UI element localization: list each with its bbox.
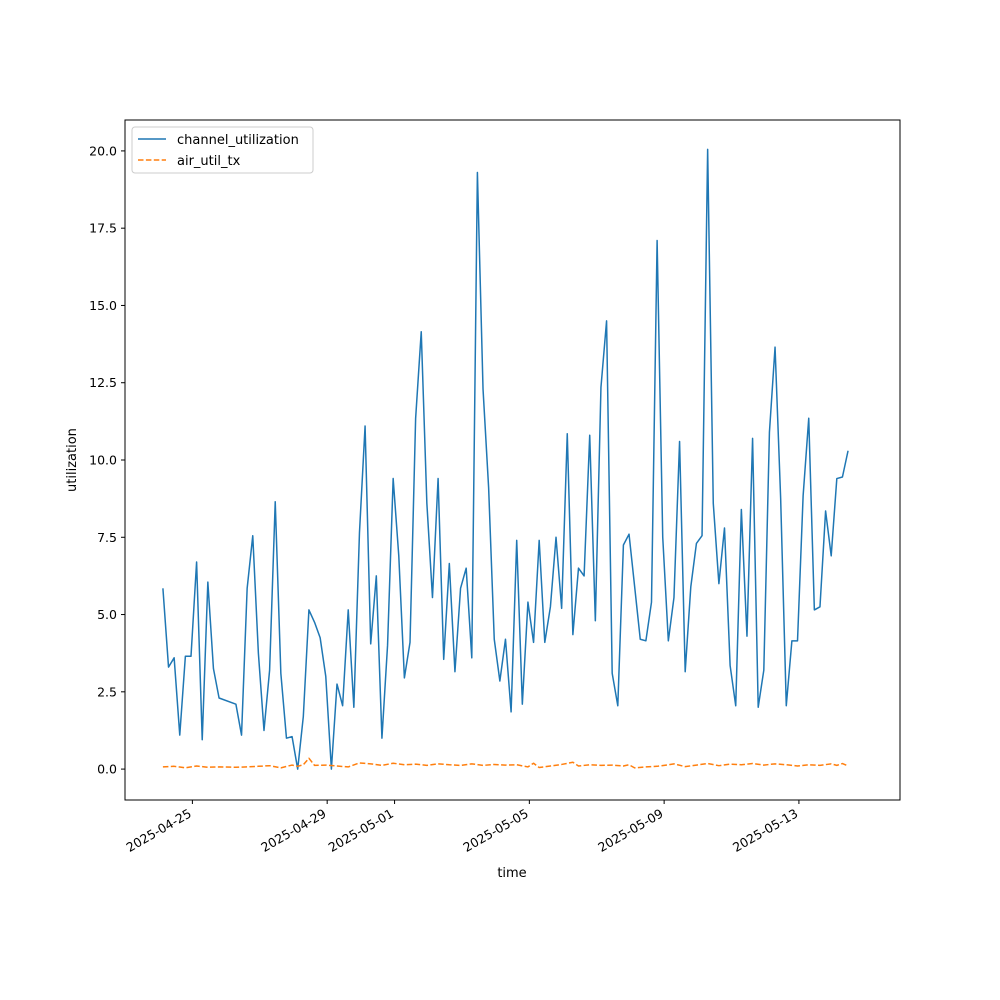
y-axis-label: utilization bbox=[65, 428, 80, 492]
y-tick-label: 0.0 bbox=[97, 762, 117, 777]
y-tick-label: 15.0 bbox=[89, 298, 117, 313]
x-axis-label: time bbox=[497, 866, 526, 881]
y-tick-label: 12.5 bbox=[89, 375, 117, 390]
series-line-air-util-tx bbox=[162, 757, 849, 769]
y-tick-label: 7.5 bbox=[97, 530, 117, 545]
plot-area bbox=[125, 120, 900, 800]
series-lines bbox=[162, 148, 849, 770]
y-tick-label: 5.0 bbox=[97, 607, 117, 622]
y-axis-ticks: 0.0 2.5 5.0 7.5 10.0 12.5 15.0 17.5 20.0 bbox=[89, 143, 125, 777]
series-line-channel-utilization bbox=[162, 148, 849, 770]
y-tick-label: 10.0 bbox=[89, 453, 117, 468]
legend-box bbox=[131, 126, 314, 174]
legend-label-channel-utilization: channel_utilization bbox=[177, 133, 299, 148]
y-tick-label: 2.5 bbox=[97, 684, 117, 699]
legend-label-air-util-tx: air_util_tx bbox=[177, 154, 241, 169]
plot-frame bbox=[124, 119, 901, 801]
legend: channel_utilization air_util_tx bbox=[131, 126, 314, 174]
y-tick-label: 20.0 bbox=[89, 143, 117, 158]
y-tick-label: 17.5 bbox=[89, 221, 117, 236]
